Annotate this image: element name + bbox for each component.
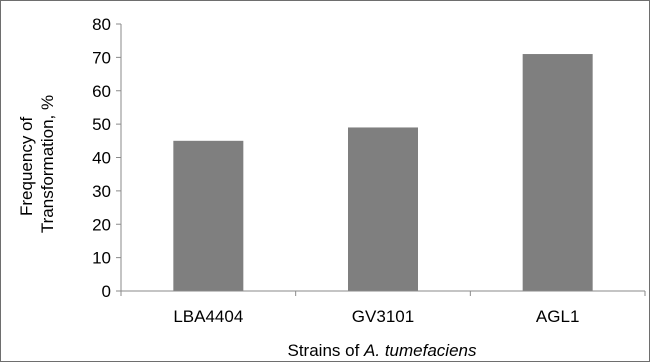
y-tick-label: 10 <box>92 249 111 268</box>
y-tick-label: 70 <box>92 48 111 67</box>
bar-lba4404 <box>173 140 244 291</box>
bar-gv3101 <box>348 127 418 292</box>
y-tick-label: 50 <box>92 115 111 134</box>
bar-agl1 <box>522 54 593 291</box>
x-tick-label: LBA4404 <box>173 307 243 326</box>
x-axis-title-italic: A. tumefaciens <box>363 341 477 360</box>
y-tick-label: 40 <box>92 149 111 168</box>
y-axis-title-line-1: Frequency of <box>17 116 36 215</box>
y-tick-label: 60 <box>92 82 111 101</box>
x-tick-label: AGL1 <box>536 307 579 326</box>
y-tick-label: 0 <box>102 282 111 301</box>
y-axis-ticks: 0 10 20 30 40 50 60 70 80 <box>92 15 121 301</box>
y-tick-label: 20 <box>92 215 111 234</box>
x-axis-title: Strains of A. tumefaciens <box>288 341 477 360</box>
y-tick-label: 80 <box>92 15 111 34</box>
x-tick-label: GV3101 <box>352 307 414 326</box>
bars <box>173 54 593 292</box>
y-axis-title-line-2: Transformation, % <box>38 95 57 233</box>
y-axis-title: Frequency of Transformation, % <box>17 95 57 233</box>
y-tick-label: 30 <box>92 182 111 201</box>
x-axis-title-prefix: Strains of <box>288 341 365 360</box>
x-axis-ticks: LBA4404 GV3101 AGL1 <box>120 291 646 326</box>
